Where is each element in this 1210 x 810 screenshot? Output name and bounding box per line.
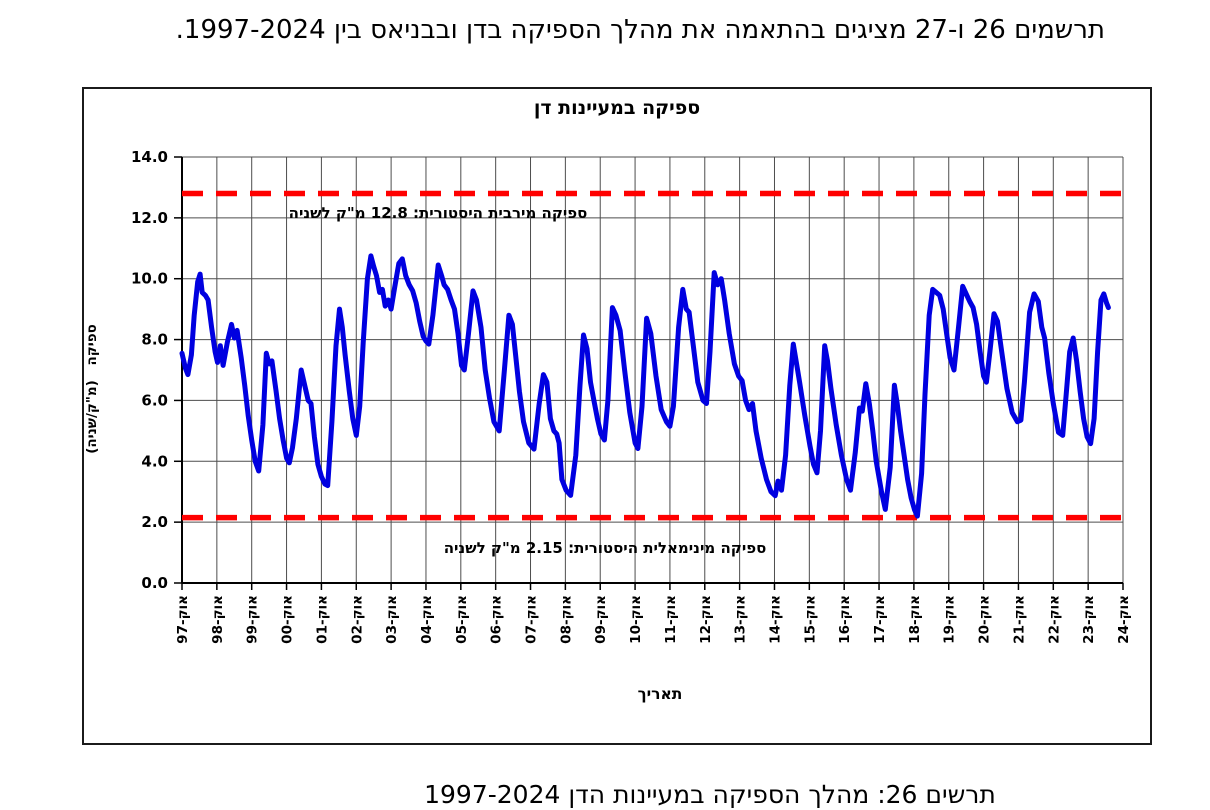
x-tick-label: אוק-08 <box>558 595 574 644</box>
x-tick-label: אוק-97 <box>175 595 191 644</box>
x-tick-label: אוק-03 <box>384 595 400 644</box>
x-tick-label: אוק-99 <box>245 595 261 644</box>
x-tick-label: אוק-06 <box>489 595 505 644</box>
x-tick-label: אוק-15 <box>802 595 818 644</box>
intro-text: תרשמים 26 ו-27 מציגים בהתאמה את מהלך הספ… <box>175 15 1105 45</box>
x-tick-label: אוק-16 <box>837 595 853 644</box>
x-tick-label: אוק-12 <box>698 595 714 644</box>
y-tick-label: 0.0 <box>141 574 168 592</box>
x-tick-label: אוק-17 <box>872 595 888 644</box>
x-tick-label: אוק-24 <box>1116 595 1132 644</box>
x-tick-label: אוק-14 <box>767 595 783 644</box>
x-tick-label: אוק-22 <box>1046 595 1062 644</box>
chart-figure: 0.0 2.0 4.0 6.0 8.0 10.0 12.0 14.0 אוק-97 אוק-98 א… <box>82 87 1152 745</box>
x-tick-label: אוק-98 <box>210 595 226 644</box>
x-tick-label: אוק-23 <box>1081 595 1097 644</box>
y-tick-label: 4.0 <box>141 452 168 470</box>
x-tick-label: אוק-10 <box>628 595 644 644</box>
y-axis-label: ספיקה (מ"ק/שניה) <box>84 324 100 454</box>
discharge-series-line <box>179 253 1111 519</box>
x-tick-label: אוק-02 <box>349 595 365 644</box>
x-tick-label: אוק-20 <box>977 595 993 644</box>
x-tick-label: אוק-09 <box>593 595 609 644</box>
x-tick-label: אוק-13 <box>733 595 749 644</box>
x-tick-label: אוק-11 <box>663 595 679 644</box>
x-tick-label: אוק-00 <box>280 595 296 644</box>
y-tick-label: 10.0 <box>131 270 168 288</box>
x-tick-label: אוק-07 <box>524 595 540 644</box>
max-reference-label: ספיקה מירבית היסטורית: 12.8 מ"ק לשניה <box>288 204 588 222</box>
y-tick-label: 12.0 <box>131 209 168 227</box>
y-tick-label: 8.0 <box>141 331 168 349</box>
x-tick-label: אוק-21 <box>1011 595 1027 644</box>
x-tick-label: אוק-04 <box>419 595 435 644</box>
plot-svg: 0.0 2.0 4.0 6.0 8.0 10.0 12.0 14.0 אוק-97 אוק-98 א… <box>131 148 1132 644</box>
y-tick-label: 14.0 <box>131 148 168 166</box>
chart-title: ספיקה במעיינות דן <box>533 97 701 119</box>
figure-caption: תרשים 26: מהלך הספיקה במעיינות הדן 1997-… <box>424 780 996 809</box>
x-axis-label: תאריך <box>637 685 683 703</box>
y-tick-label: 2.0 <box>141 513 168 531</box>
x-tick-label: אוק-01 <box>314 595 330 644</box>
x-tick-label: אוק-18 <box>907 595 923 644</box>
y-tick-label: 6.0 <box>141 391 168 409</box>
min-reference-label: ספיקה מינימאלית היסטורית: 2.15 מ"ק לשניה <box>443 539 767 557</box>
x-tick-label: אוק-19 <box>942 595 958 644</box>
x-tick-label: אוק-05 <box>454 595 470 644</box>
